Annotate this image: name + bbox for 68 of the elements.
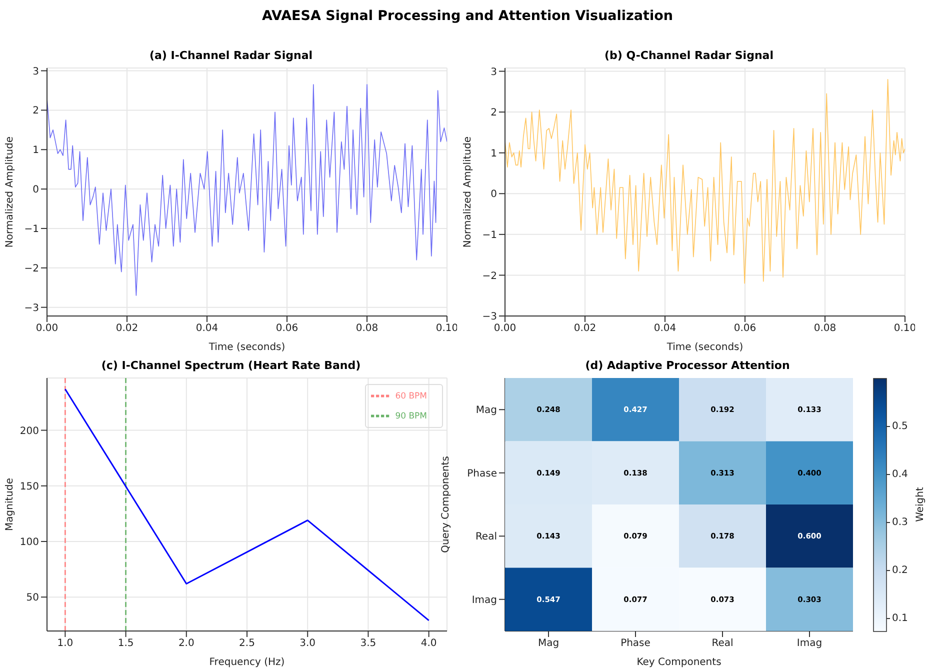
x-tick-label: 0.02 [574,323,596,334]
text: AVAESA Signal Processing and Attention Visualization [261,7,674,24]
x-tick-label: 0.02 [116,323,138,334]
ref-line-label: 90 BPM [395,411,427,422]
x-axis-title: Frequency (Hz) [209,657,285,668]
y-tick-label: −1 [482,230,497,241]
x-tick-label: 0.04 [196,323,218,334]
x-tick-label: 2.0 [178,638,194,650]
chart-title: (c) I-Channel Spectrum (Heart Rate Band) [100,358,362,374]
color-bar-label: 0.3 [892,517,908,528]
y-tick-label: 0 [490,189,497,200]
y-tick-label: Imag [472,594,497,606]
y-tick-label: −2 [24,263,39,274]
ref-line-label: 60 BPM [395,391,427,402]
x-axis-title: Key Components [636,657,722,668]
y-axis-title: Normalized Amplitude [4,136,16,248]
y-tick-label: 3 [490,66,497,78]
x-tick-label: Phase [620,638,650,650]
color-bar-label: 0.5 [892,421,908,432]
y-tick-label: 100 [20,537,39,548]
color-bar-title: Weight [915,487,926,522]
y-tick-label: −2 [482,270,497,282]
chart-title: (a) I-Channel Radar Signal [148,48,314,64]
x-tick-label: Real [712,638,734,650]
color-bar-label: 0.4 [892,469,908,480]
line-series [64,388,430,622]
x-tick-label: 2.5 [239,638,255,650]
y-tick-label: 150 [20,481,39,492]
y-tick-label: −1 [24,224,39,236]
x-tick-label: 0.00 [494,323,516,334]
y-tick-label: 1 [32,145,39,156]
x-tick-label: 0.06 [276,323,298,334]
y-tick-label: 50 [26,592,39,604]
x-tick-label: 1.5 [118,638,134,650]
x-tick-label: Imag [796,638,822,650]
y-tick-label: Real [475,532,497,543]
line-series [505,79,905,284]
y-tick-label: Mag [476,405,497,416]
x-axis-title: Time (seconds) [208,342,286,353]
color-bar-label: 0.2 [892,565,908,576]
y-tick-label: −3 [482,312,497,323]
colorbar: 0.1 0.2 0.3 0.4 0.5 Weight [873,378,933,633]
x-tick-label: 0.06 [734,323,756,334]
x-tick-label: 0.04 [654,323,676,334]
y-tick-label: Phase [467,468,497,480]
color-bar-label: 0.1 [892,613,908,624]
x-tick-label: 0.08 [814,323,836,334]
y-tick-label: 2 [32,106,39,117]
x-tick-label: 4.0 [420,638,437,650]
y-tick-label: 0 [32,184,39,196]
x-tick-label: 0.08 [356,323,378,334]
line-series [47,84,447,296]
y-tick-label: 1 [490,148,497,160]
y-axis-title: Query Components [440,456,452,553]
y-axis-title: Magnitude [4,478,16,531]
y-axis-title: Normalized Amplitude [462,136,474,248]
x-tick-label: 3.0 [300,638,316,650]
x-tick-label: 3.5 [360,638,376,650]
y-tick-label: 3 [32,66,39,78]
y-tick-label: 200 [20,426,39,437]
x-tick-label: 1.0 [57,638,74,650]
chart-title: (b) Q-Channel Radar Signal [604,48,774,64]
x-tick-label: Mag [538,638,560,650]
y-tick-label: 2 [490,108,497,119]
y-tick-label: −3 [24,302,39,314]
chart-title: (d) Adaptive Processor Attention [584,358,791,374]
x-tick-label: 0.00 [36,323,58,334]
x-axis-title: Time (seconds) [666,342,744,353]
